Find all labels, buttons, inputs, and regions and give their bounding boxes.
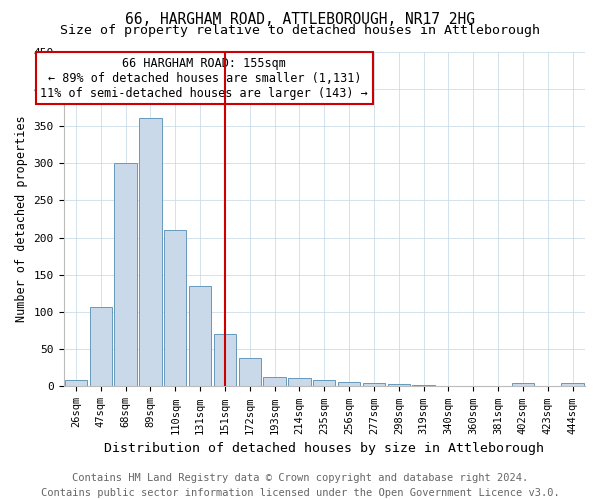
Bar (388, 384, 410, 386)
Bar (363, 384, 385, 386)
Y-axis label: Number of detached properties: Number of detached properties (15, 116, 28, 322)
Bar (288, 378, 311, 386)
Bar (65, 380, 87, 386)
Bar (89, 307, 112, 386)
Bar (164, 230, 187, 386)
Bar (412, 385, 435, 386)
Text: Size of property relative to detached houses in Attleborough: Size of property relative to detached ho… (60, 24, 540, 37)
X-axis label: Distribution of detached houses by size in Attleborough: Distribution of detached houses by size … (104, 442, 544, 455)
Bar (338, 382, 360, 386)
Bar (214, 334, 236, 386)
Bar (189, 286, 211, 386)
Bar (139, 118, 161, 386)
Text: 66 HARGHAM ROAD: 155sqm
← 89% of detached houses are smaller (1,131)
11% of semi: 66 HARGHAM ROAD: 155sqm ← 89% of detache… (40, 56, 368, 100)
Bar (239, 358, 261, 386)
Bar (562, 384, 584, 386)
Bar (263, 377, 286, 386)
Bar (512, 384, 534, 386)
Text: 66, HARGHAM ROAD, ATTLEBOROUGH, NR17 2HG: 66, HARGHAM ROAD, ATTLEBOROUGH, NR17 2HG (125, 12, 475, 28)
Bar (115, 163, 137, 386)
Bar (313, 380, 335, 386)
Text: Contains HM Land Registry data © Crown copyright and database right 2024.
Contai: Contains HM Land Registry data © Crown c… (41, 472, 559, 498)
